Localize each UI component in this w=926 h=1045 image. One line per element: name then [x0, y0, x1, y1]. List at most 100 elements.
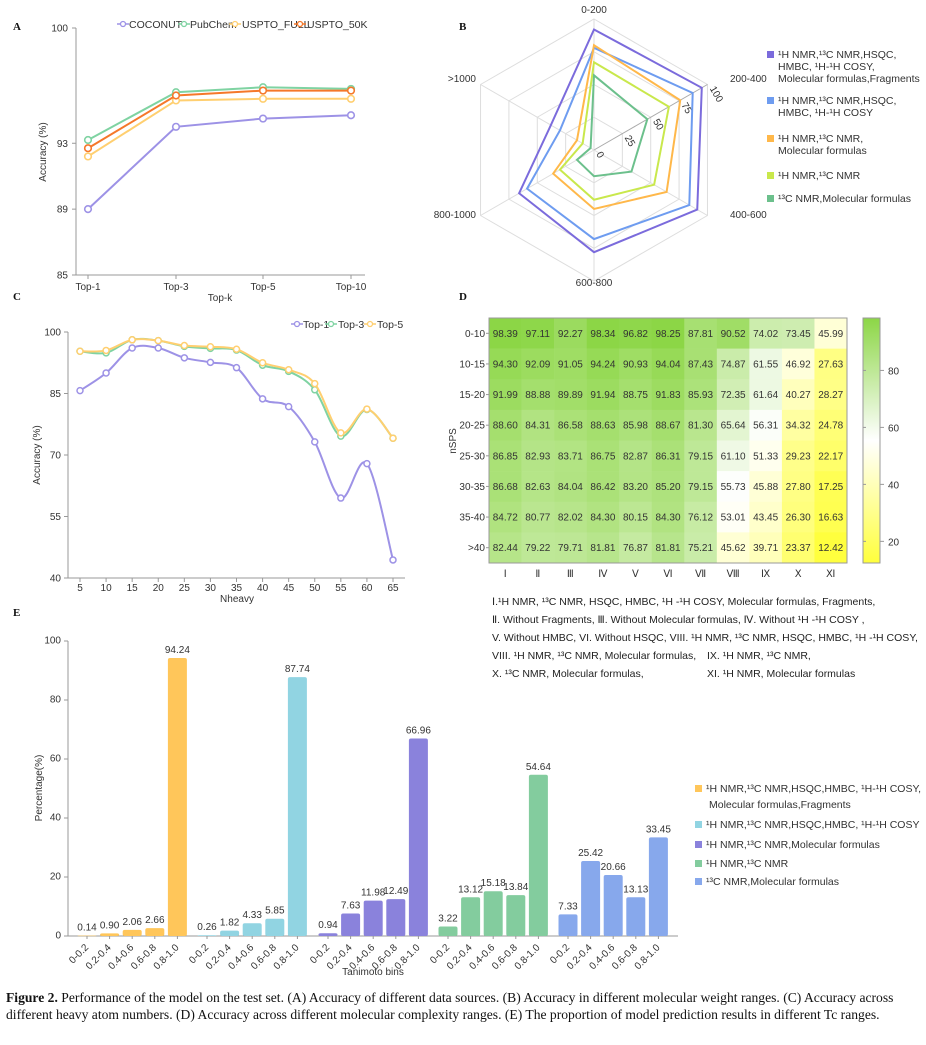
- legend-label: Molecular formulas,Fragments: [778, 73, 920, 85]
- legend-label: ¹H NMR,¹³C NMR,Molecular formulas: [706, 839, 880, 851]
- chart-d-heatmap: 98.39 97.11 92.27 98.34 96.82 98.25 87.81 90.52…: [448, 317, 900, 580]
- heatmap-cell: [684, 532, 718, 564]
- heatmap-cell-value: 94.24: [590, 359, 615, 370]
- bar-value-label: 0.94: [318, 920, 338, 931]
- x-tick-label: 25: [179, 583, 191, 594]
- legend-swatch: [695, 785, 702, 792]
- heatmap-cell-value: 92.27: [558, 329, 583, 340]
- heatmap-cell: [489, 440, 522, 472]
- legend-label: ¹H NMR,¹³C NMR: [778, 170, 861, 182]
- heatmap-cell-value: 98.39: [493, 329, 518, 340]
- heatmap-cell: [781, 471, 815, 503]
- radar-tick-label: 25: [622, 134, 637, 150]
- legend-line-left: VIII. ¹H NMR, ¹³C NMR, Molecular formula…: [492, 650, 697, 662]
- bar: [77, 935, 97, 937]
- heatmap-cell-value: 84.30: [590, 513, 615, 524]
- column-label: Ⅷ: [727, 569, 740, 580]
- data-point: [389, 434, 397, 442]
- heatmap-cell: [586, 501, 620, 533]
- heatmap-cell-value: 91.99: [493, 390, 518, 401]
- heatmap-cell-value: 61.10: [721, 451, 746, 462]
- data-point: [311, 438, 319, 446]
- bar: [318, 933, 338, 936]
- heatmap-cell: [586, 379, 620, 411]
- heatmap-cell: [684, 440, 718, 472]
- row-label: 20-25: [459, 421, 485, 432]
- heatmap-cell-value: 92.09: [525, 359, 550, 370]
- x-tick-label: 10: [101, 583, 113, 594]
- colorbar-tick-label: 60: [888, 423, 900, 434]
- legend-swatch: [695, 841, 702, 848]
- heatmap-cell-value: 28.27: [818, 390, 843, 401]
- heatmap-cell: [814, 440, 848, 472]
- heatmap-cell: [781, 440, 815, 472]
- heatmap-cell: [521, 532, 555, 564]
- heatmap-cell: [521, 440, 555, 472]
- x-tick-label: 20: [153, 583, 165, 594]
- legend-marker: [231, 20, 239, 28]
- legend-label: ¹H NMR,¹³C NMR,HSQC,: [778, 95, 896, 107]
- legend-line-left: X. ¹³C NMR, Molecular formulas,: [492, 668, 644, 680]
- heatmap-cell-value: 79.15: [688, 451, 713, 462]
- heatmap-cell: [489, 471, 522, 503]
- row-label: 30-35: [459, 482, 485, 493]
- x-tick-label: Top-3: [163, 282, 188, 293]
- heatmap-cell-value: 84.30: [655, 513, 680, 524]
- bar-value-label: 54.64: [526, 762, 551, 773]
- column-label: Ⅸ: [761, 569, 770, 580]
- heatmap-cell-value: 79.15: [688, 482, 713, 493]
- y-tick-label: 85: [57, 271, 69, 282]
- heatmap-cell: [521, 471, 555, 503]
- radar-tick-label: 50: [650, 117, 665, 133]
- heatmap-cell: [684, 318, 718, 349]
- legend-line: V. Without HMBC, VI. Without HSQC, VIII.…: [492, 629, 918, 647]
- heatmap-cell: [619, 348, 653, 380]
- bar-value-label: 11.98: [361, 888, 386, 899]
- heatmap-cell-value: 56.31: [753, 421, 778, 432]
- data-point: [258, 114, 268, 123]
- radar-axis-label: 0-200: [581, 5, 607, 16]
- column-label: Ⅵ: [663, 569, 672, 580]
- heatmap-cell-value: 87.81: [688, 329, 713, 340]
- heatmap-cell: [749, 471, 783, 503]
- bar: [461, 897, 481, 936]
- heatmap-cell: [749, 348, 783, 380]
- column-label: Ⅱ: [535, 569, 540, 580]
- row-label: 0-10: [465, 329, 485, 340]
- heatmap-cell: [651, 440, 685, 472]
- heatmap-cell: [749, 532, 783, 564]
- heatmap-cell-value: 82.63: [525, 482, 550, 493]
- legend-line: VIII. ¹H NMR, ¹³C NMR, Molecular formula…: [492, 647, 918, 665]
- legend-label: ¹H NMR,¹³C NMR,HSQC,HMBC, ¹H-¹H COSY,: [706, 783, 921, 795]
- heatmap-cell-value: 90.93: [623, 359, 648, 370]
- heatmap-cell-value: 85.98: [623, 421, 648, 432]
- heatmap-cell: [619, 379, 653, 411]
- y-tick-label: 80: [50, 695, 62, 706]
- heatmap-cell-value: 81.81: [590, 543, 615, 554]
- heatmap-cell-value: 88.75: [623, 390, 648, 401]
- heatmap-cell-value: 16.63: [818, 513, 843, 524]
- data-point: [206, 343, 215, 351]
- bar: [626, 897, 646, 936]
- bar-value-label: 1.82: [220, 918, 240, 929]
- bar: [122, 929, 142, 936]
- heatmap-cell: [554, 471, 587, 503]
- heatmap-cell-value: 84.72: [493, 513, 518, 524]
- heatmap-cell-value: 27.80: [786, 482, 811, 493]
- heatmap-cell: [716, 348, 750, 380]
- legend-swatch: [767, 97, 774, 104]
- heatmap-cell-value: 84.04: [558, 482, 583, 493]
- colorbar-tick-label: 40: [888, 480, 900, 491]
- data-point: [311, 379, 319, 388]
- heatmap-cell: [651, 409, 685, 441]
- heatmap-cell: [684, 471, 718, 503]
- heatmap-cell-value: 88.63: [590, 421, 615, 432]
- legend-label: Molecular formulas,Fragments: [709, 799, 851, 811]
- heatmap-cell: [554, 501, 587, 533]
- heatmap-cell: [651, 348, 685, 380]
- heatmap-cell-value: 98.34: [590, 329, 615, 340]
- radar-spoke: [480, 149, 595, 216]
- heatmap-cell-value: 84.31: [525, 421, 550, 432]
- colorbar-tick-label: 20: [888, 537, 900, 548]
